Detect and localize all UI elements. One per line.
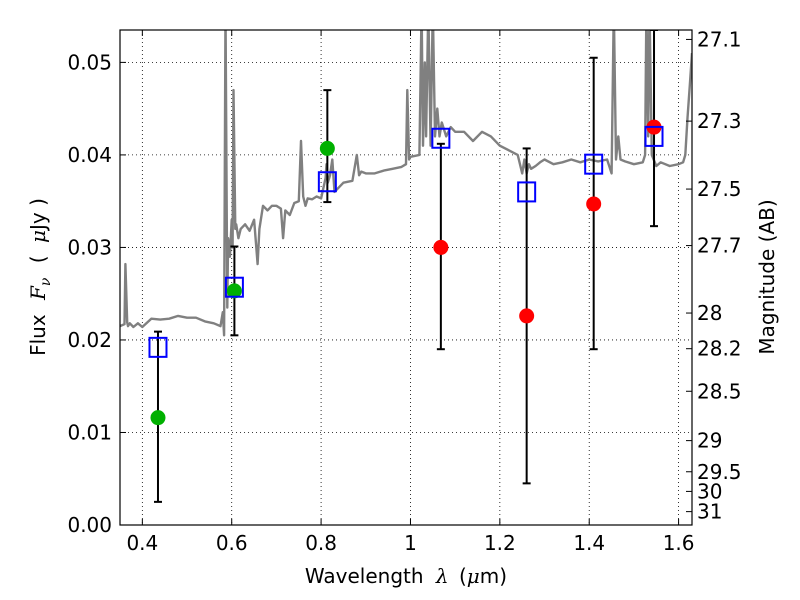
point-model bbox=[644, 125, 664, 147]
y-tick-label: 0.04 bbox=[67, 143, 112, 167]
mag-tick-label: 31 bbox=[697, 500, 722, 524]
spectrum-layer bbox=[120, 30, 692, 337]
point-model bbox=[148, 336, 168, 358]
mag-tick-label: 28.2 bbox=[697, 337, 742, 361]
y-tick-label: 0.00 bbox=[67, 513, 112, 537]
mag-tick-label: 27.7 bbox=[697, 234, 742, 258]
point-detected bbox=[319, 140, 335, 156]
mag-tick-label: 27.5 bbox=[697, 177, 742, 201]
x-tick-label: 1.2 bbox=[484, 531, 516, 555]
x-tick-label: 0.6 bbox=[216, 531, 248, 555]
x-tick-label: 1.4 bbox=[573, 531, 605, 555]
y-tick-label: 0.03 bbox=[67, 235, 112, 259]
tick-layer: 0.4 0.6 0.8 1 1.2 1.4 1.6 0.00 0.01 0.02 0.03 0.04 0… bbox=[67, 27, 741, 555]
x-axis-label: Wavelength λ (μm) bbox=[305, 564, 507, 588]
point-model bbox=[517, 181, 537, 203]
marker-layer bbox=[148, 119, 664, 426]
mag-tick-label: 28.5 bbox=[697, 379, 742, 403]
y-axis-label: Flux Fν ( μJy ) bbox=[26, 198, 55, 356]
mag-tick-label: 29.5 bbox=[697, 460, 742, 484]
mag-tick-label: 28 bbox=[697, 301, 722, 325]
point-model bbox=[431, 127, 451, 149]
mag-tick-label: 29 bbox=[697, 429, 722, 453]
x-tick-label: 0.8 bbox=[305, 531, 337, 555]
y2-axis-label: Magnitude (AB) bbox=[755, 199, 779, 354]
point-detected bbox=[150, 410, 166, 426]
y-tick-label: 0.01 bbox=[67, 420, 112, 444]
point-model bbox=[317, 171, 337, 193]
point-detected bbox=[226, 283, 242, 299]
mag-tick-label: 27.3 bbox=[697, 109, 742, 133]
point-low-sn bbox=[586, 196, 602, 212]
y-tick-label: 0.02 bbox=[67, 328, 112, 352]
x-tick-label: 1.6 bbox=[663, 531, 695, 555]
point-low-sn bbox=[433, 239, 449, 255]
point-model bbox=[584, 153, 604, 175]
mag-tick-label: 27.1 bbox=[697, 27, 742, 51]
y-tick-label: 0.05 bbox=[67, 50, 112, 74]
spectrum-line bbox=[120, 30, 692, 337]
point-model bbox=[224, 276, 244, 298]
mag-tick-label: 30 bbox=[697, 479, 722, 503]
x-tick-label: 1 bbox=[404, 531, 417, 555]
plot-frame bbox=[119, 29, 693, 526]
x-tick-label: 0.4 bbox=[126, 531, 158, 555]
point-low-sn bbox=[519, 308, 535, 324]
